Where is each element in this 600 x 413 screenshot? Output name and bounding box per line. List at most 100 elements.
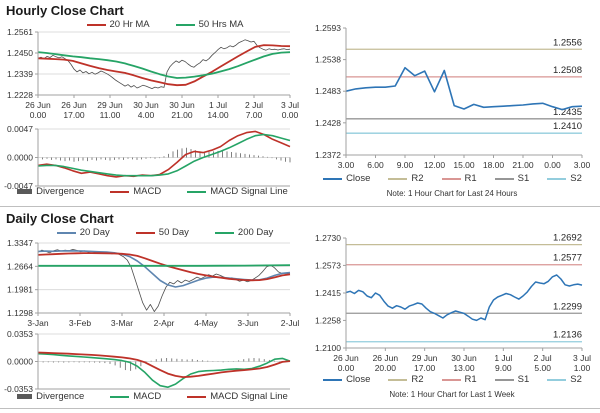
svg-text:1.1298: 1.1298 bbox=[7, 308, 33, 318]
svg-text:30 Jun: 30 Jun bbox=[451, 353, 477, 363]
line-swatch-icon bbox=[494, 378, 514, 381]
svg-text:3 Jul: 3 Jul bbox=[281, 100, 299, 110]
svg-text:1.2410: 1.2410 bbox=[553, 121, 582, 132]
legend-item-r1: R1 bbox=[441, 374, 477, 385]
daily-macd-chart: 0.0353 0.0000 -0.0353 bbox=[4, 329, 291, 394]
hourly-chart-title: Hourly Close Chart bbox=[6, 3, 124, 18]
legend-item-r1: R1 bbox=[441, 173, 477, 184]
svg-text:14.00: 14.00 bbox=[207, 110, 229, 120]
line-swatch-icon bbox=[441, 177, 461, 180]
legend-label: Close bbox=[346, 374, 371, 385]
legend-label: R2 bbox=[411, 374, 424, 385]
line-swatch-icon bbox=[175, 23, 195, 26]
svg-text:2-Apr: 2-Apr bbox=[154, 318, 175, 328]
line-swatch-icon bbox=[86, 23, 106, 26]
hourly-pivot-note: Note: 1 Hour Chart for Last 24 Hours bbox=[386, 189, 518, 198]
legend-label: MACD bbox=[133, 391, 162, 402]
legend-label: MACD bbox=[133, 186, 162, 197]
svg-text:1.2228: 1.2228 bbox=[7, 90, 33, 100]
svg-text:3-Jan: 3-Jan bbox=[27, 318, 49, 328]
legend-label: 50 Hrs MA bbox=[198, 19, 244, 30]
daily-pivot-chart: 1.2692 1.2577 1.2299 1.2136 1.2730 1.2573 1.24… bbox=[315, 233, 591, 373]
svg-text:5.00: 5.00 bbox=[534, 363, 551, 373]
svg-text:3.00: 3.00 bbox=[574, 160, 591, 170]
svg-text:11.00: 11.00 bbox=[100, 110, 121, 120]
legend-label: Divergence bbox=[36, 186, 85, 197]
legend-label: 200 Day bbox=[237, 227, 274, 238]
line-swatch-icon bbox=[323, 378, 343, 381]
svg-text:0.00: 0.00 bbox=[30, 110, 47, 120]
legend-label: Close bbox=[346, 173, 371, 184]
legend-item-macd-signal-line: MACD Signal Line bbox=[187, 186, 288, 197]
line-swatch-icon bbox=[56, 231, 76, 234]
svg-text:1.2415: 1.2415 bbox=[315, 288, 341, 298]
legend-item-divergence: Divergence bbox=[17, 391, 84, 402]
svg-text:1.00: 1.00 bbox=[574, 363, 591, 373]
svg-text:1.2538: 1.2538 bbox=[315, 55, 341, 65]
svg-text:3-Jun: 3-Jun bbox=[237, 318, 259, 328]
svg-text:1 Jul: 1 Jul bbox=[494, 353, 512, 363]
svg-text:26 Jun: 26 Jun bbox=[61, 100, 87, 110]
legend-item-close: Close bbox=[323, 374, 370, 385]
svg-text:0.0000: 0.0000 bbox=[7, 153, 33, 163]
hourly-section: Hourly Close Chart 20 Hr MA 50 Hrs MA 1.2… bbox=[0, 3, 600, 207]
daily-pivot-legend: Close R2 R1 S1 S2 bbox=[315, 374, 590, 385]
svg-text:1.2136: 1.2136 bbox=[553, 330, 582, 341]
daily-chart-title: Daily Close Chart bbox=[6, 211, 114, 226]
svg-text:21.00: 21.00 bbox=[512, 160, 534, 170]
svg-text:15.00: 15.00 bbox=[453, 160, 475, 170]
line-swatch-icon bbox=[187, 395, 207, 398]
svg-text:1.2258: 1.2258 bbox=[315, 315, 341, 325]
svg-text:2-Jul: 2-Jul bbox=[281, 318, 300, 328]
svg-text:4.00: 4.00 bbox=[138, 110, 155, 120]
line-swatch-icon bbox=[547, 177, 567, 180]
line-swatch-icon bbox=[388, 177, 408, 180]
line-swatch-icon bbox=[214, 231, 234, 234]
line-swatch-icon bbox=[187, 190, 207, 193]
svg-text:30 Jun: 30 Jun bbox=[133, 100, 159, 110]
svg-text:1.1981: 1.1981 bbox=[7, 285, 33, 295]
legend-item-50-hrs-ma: 50 Hrs MA bbox=[175, 19, 244, 30]
svg-text:12.00: 12.00 bbox=[424, 160, 446, 170]
legend-label: 20 Hr MA bbox=[109, 19, 150, 30]
bar-swatch-icon bbox=[17, 189, 33, 194]
legend-item-s1: S1 bbox=[494, 374, 530, 385]
legend-label: R2 bbox=[411, 173, 424, 184]
svg-text:0.00: 0.00 bbox=[544, 160, 561, 170]
legend-label: S1 bbox=[517, 173, 530, 184]
svg-text:0.0353: 0.0353 bbox=[7, 329, 33, 339]
svg-text:6.00: 6.00 bbox=[367, 160, 384, 170]
svg-text:1.2508: 1.2508 bbox=[553, 65, 582, 76]
svg-text:2 Jul: 2 Jul bbox=[534, 353, 552, 363]
svg-text:9.00: 9.00 bbox=[397, 160, 414, 170]
legend-item-macd-signal-line: MACD Signal Line bbox=[187, 391, 288, 402]
bar-swatch-icon bbox=[17, 394, 33, 399]
svg-text:1.2561: 1.2561 bbox=[7, 27, 33, 37]
line-swatch-icon bbox=[110, 190, 130, 193]
svg-text:2 Jul: 2 Jul bbox=[245, 100, 263, 110]
svg-text:3-Mar: 3-Mar bbox=[111, 318, 133, 328]
daily-pivot-note: Note: 1 Hour Chart for Last 1 Week bbox=[389, 390, 515, 399]
svg-text:1.2100: 1.2100 bbox=[315, 343, 341, 353]
legend-label: 50 Day bbox=[158, 227, 189, 238]
hourly-price-legend: 20 Hr MA 50 Hrs MA bbox=[45, 19, 285, 30]
line-swatch-icon bbox=[547, 378, 567, 381]
legend-item-20-hr-ma: 20 Hr MA bbox=[86, 19, 150, 30]
line-swatch-icon bbox=[323, 177, 343, 180]
svg-text:30 Jun: 30 Jun bbox=[169, 100, 195, 110]
line-swatch-icon bbox=[110, 395, 130, 398]
legend-item-macd: MACD bbox=[110, 391, 161, 402]
svg-text:1.2299: 1.2299 bbox=[553, 301, 582, 312]
svg-text:1.2664: 1.2664 bbox=[7, 261, 33, 271]
svg-text:0.00: 0.00 bbox=[338, 363, 355, 373]
svg-text:1.2556: 1.2556 bbox=[553, 37, 582, 48]
legend-item-divergence: Divergence bbox=[17, 186, 84, 197]
legend-label: R1 bbox=[464, 173, 477, 184]
legend-label: S1 bbox=[517, 374, 530, 385]
svg-text:4-May: 4-May bbox=[194, 318, 218, 328]
legend-label: 20 Day bbox=[79, 227, 110, 238]
svg-text:1.2372: 1.2372 bbox=[315, 150, 341, 160]
svg-text:9.00: 9.00 bbox=[495, 363, 512, 373]
